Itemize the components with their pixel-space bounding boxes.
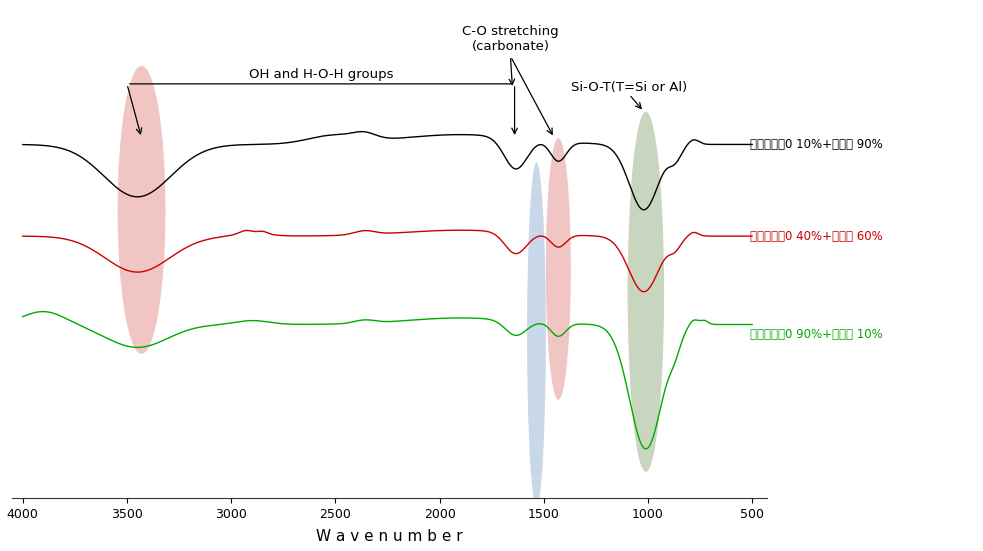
Text: 하상준설턤0 10%+바인더 90%: 하상준설턤0 10%+바인더 90%	[750, 138, 883, 151]
Text: OH and H-O-H groups: OH and H-O-H groups	[249, 68, 393, 80]
Text: C-O stretching
(carbonate): C-O stretching (carbonate)	[462, 25, 558, 53]
Ellipse shape	[546, 138, 571, 400]
Ellipse shape	[527, 163, 546, 506]
X-axis label: W a v e n u m b e r: W a v e n u m b e r	[317, 529, 463, 544]
Ellipse shape	[627, 112, 665, 472]
Text: Si-O-T(T=Si or Al): Si-O-T(T=Si or Al)	[571, 80, 687, 94]
Ellipse shape	[118, 66, 165, 354]
Text: 하상준설턤0 40%+바인더 60%: 하상준설턤0 40%+바인더 60%	[750, 230, 883, 242]
Text: 하상준설턤0 90%+바인더 10%: 하상준설턤0 90%+바인더 10%	[750, 328, 883, 341]
